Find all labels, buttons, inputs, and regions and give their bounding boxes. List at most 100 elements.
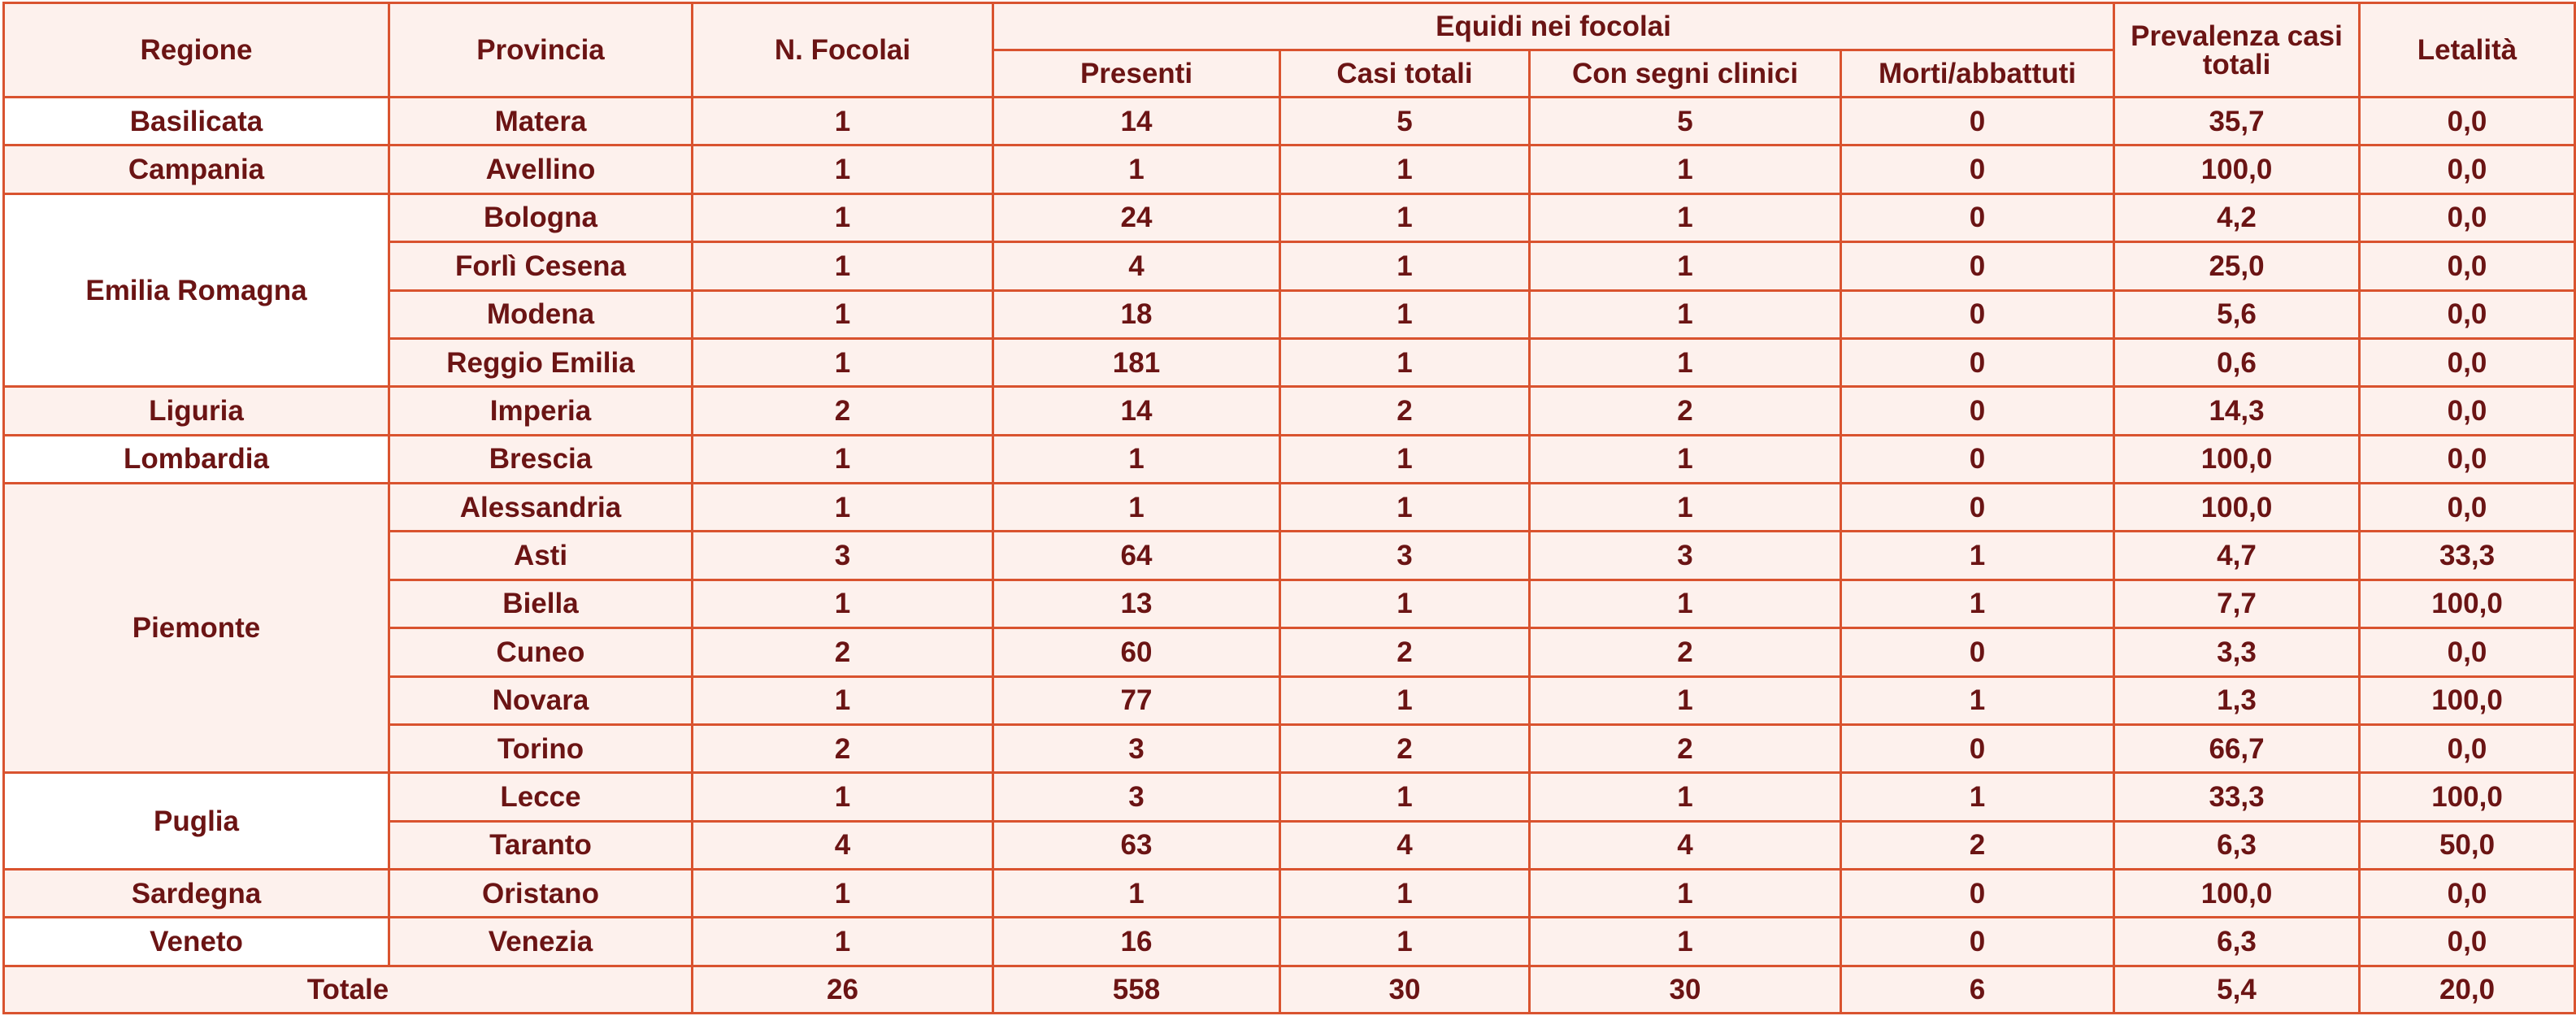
cell-provincia: Alessandria [388,481,693,533]
cell-focolai: 1 [691,144,994,195]
cell-regione: Puglia [2,771,390,871]
cell-prevalenza: 6,3 [2113,819,2361,871]
cell-morti: 1 [1840,578,2115,630]
cell-morti: 1 [1840,675,2115,726]
table-body: Basilicata Matera 1 14 5 5 0 35,7 0,0 Campania Ave… [2,95,2576,967]
cell-casi: 1 [1279,289,1531,340]
cell-prevalenza: 100,0 [2113,144,2361,195]
cell-focolai: 1 [691,192,994,244]
total-casi: 30 [1279,965,1531,1014]
cell-regione: Sardegna [2,867,390,919]
cell-casi: 1 [1279,675,1531,726]
cell-provincia: Modena [388,289,693,340]
cell-prevalenza: 100,0 [2113,481,2361,533]
cell-prevalenza: 14,3 [2113,385,2361,436]
table-row: Liguria Imperia 2 14 2 2 0 14,3 0,0 [2,385,2576,436]
cell-presenti: 14 [992,95,1281,147]
cell-prevalenza: 100,0 [2113,433,2361,485]
cell-presenti: 16 [992,916,1281,967]
cell-prevalenza: 7,7 [2113,578,2361,630]
table-row: Veneto Venezia 1 16 1 1 0 6,3 0,0 [2,916,2576,967]
cell-casi: 1 [1279,433,1531,485]
cell-focolai: 1 [691,675,994,726]
cell-prevalenza: 6,3 [2113,916,2361,967]
cell-segni: 5 [1528,95,1842,147]
cell-casi: 1 [1279,867,1531,919]
cell-casi: 1 [1279,771,1531,823]
cell-casi: 5 [1279,95,1531,147]
table-row: Puglia Lecce 1 3 1 1 1 33,3 100,0 [2,771,2576,871]
cell-presenti: 18 [992,289,1281,340]
cell-provincia: Forlì Cesena [388,241,693,292]
cell-focolai: 2 [691,723,994,775]
cell-letalita: 0,0 [2358,95,2576,147]
cell-segni: 1 [1528,867,1842,919]
cell-prevalenza: 35,7 [2113,95,2361,147]
cell-prevalenza: 4,7 [2113,530,2361,581]
table-row: Piemonte Alessandria 1 1 1 1 0 100,0 0,0 [2,481,2576,775]
cell-regione: Veneto [2,916,390,967]
table-row: Taranto 4 63 4 4 2 6,3 50,0 [3,819,2576,871]
cell-focolai: 1 [691,336,994,389]
cell-prevalenza: 5,6 [2113,289,2361,340]
cell-letalita: 0,0 [2358,916,2576,967]
cell-casi: 1 [1279,481,1531,533]
cell-segni: 1 [1528,144,1842,195]
cell-presenti: 181 [992,336,1281,389]
cell-morti: 0 [1840,144,2115,195]
cell-presenti: 3 [992,771,1281,823]
cell-prevalenza: 66,7 [2113,723,2361,775]
cell-casi: 1 [1279,192,1531,244]
cell-regione: Lombardia [2,433,390,485]
cell-provincia: Bologna [388,192,693,244]
total-prevalenza: 5,4 [2113,965,2361,1014]
table-row: Lombardia Brescia 1 1 1 1 0 100,0 0,0 [2,433,2576,485]
cell-morti: 0 [1840,95,2115,147]
cell-morti: 1 [1840,771,2115,823]
cell-focolai: 2 [691,627,994,678]
table-row: Modena 1 18 1 1 0 5,6 0,0 [3,289,2576,340]
cell-letalita: 0,0 [2358,481,2576,533]
cell-casi: 2 [1279,723,1531,775]
cell-prevalenza: 33,3 [2113,771,2361,823]
cell-presenti: 63 [992,819,1281,871]
cell-provincia: Oristano [388,867,693,919]
total-morti: 6 [1840,965,2115,1014]
cell-regione: Piemonte [2,481,390,775]
table-row: Cuneo 2 60 2 2 0 3,3 0,0 [3,627,2576,678]
cell-focolai: 1 [691,95,994,147]
cell-morti: 0 [1840,916,2115,967]
header-presenti: Presenti [992,49,1281,98]
cell-provincia: Imperia [388,385,693,436]
cell-segni: 1 [1528,289,1842,340]
cell-morti: 0 [1840,867,2115,919]
cell-casi: 1 [1279,241,1531,292]
cell-morti: 2 [1840,819,2115,871]
cell-focolai: 1 [691,289,994,340]
cell-focolai: 3 [691,530,994,581]
cell-focolai: 1 [691,481,994,533]
cell-presenti: 77 [992,675,1281,726]
cell-provincia: Lecce [388,771,693,823]
cell-regione: Campania [2,144,390,195]
cell-segni: 4 [1528,819,1842,871]
cell-focolai: 1 [691,433,994,485]
cell-prevalenza: 0,6 [2113,336,2361,389]
total-presenti: 558 [992,965,1281,1014]
cell-provincia: Novara [388,675,693,726]
cell-presenti: 60 [992,627,1281,678]
cell-segni: 2 [1528,385,1842,436]
cell-prevalenza: 25,0 [2113,241,2361,292]
cell-segni: 1 [1528,481,1842,533]
header-equidi: Equidi nei focolai [992,2,2115,51]
cell-presenti: 1 [992,481,1281,533]
cell-letalita: 100,0 [2358,675,2576,726]
cell-focolai: 1 [691,867,994,919]
cell-prevalenza: 1,3 [2113,675,2361,726]
cell-prevalenza: 4,2 [2113,192,2361,244]
cell-letalita: 0,0 [2358,192,2576,244]
header-morti: Morti/abbattuti [1840,49,2115,98]
cell-casi: 4 [1279,819,1531,871]
cell-casi: 1 [1279,916,1531,967]
